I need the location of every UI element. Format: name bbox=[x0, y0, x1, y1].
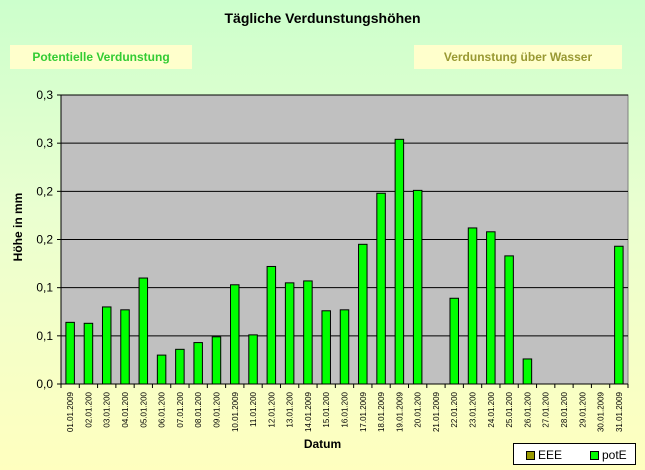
legend-item-eee: EEE bbox=[526, 448, 562, 462]
x-tick-label: 14.01.2009 bbox=[304, 391, 313, 432]
bar-pote bbox=[65, 321, 75, 385]
x-tick-label: 31.01.2009 bbox=[615, 391, 624, 432]
bar-pote bbox=[303, 280, 313, 385]
bar-pote bbox=[504, 255, 514, 385]
legend-swatch-eee bbox=[526, 451, 535, 461]
bar-pote bbox=[321, 310, 331, 385]
bar-pote bbox=[339, 309, 350, 385]
bar-pote bbox=[467, 227, 478, 385]
bar-pote bbox=[614, 245, 624, 385]
x-tick-label: 18.01.2009 bbox=[377, 391, 386, 432]
x-tick-label: 06.01.200 bbox=[158, 391, 167, 427]
x-tick-label: 04.01.200 bbox=[121, 391, 130, 427]
x-tick-label: 11.01.200 bbox=[249, 391, 258, 427]
legend: EEE potE bbox=[513, 443, 636, 465]
x-tick-label: 05.01.200 bbox=[139, 391, 148, 427]
x-tick-label: 16.01.200 bbox=[341, 391, 350, 427]
y-axis-title: Höhe in mm bbox=[11, 192, 25, 262]
x-tick-label: 26.01.200 bbox=[523, 391, 532, 427]
bar-pote bbox=[230, 284, 240, 385]
bar-pote bbox=[394, 138, 405, 385]
x-tick-label: 19.01.2009 bbox=[395, 391, 404, 432]
x-tick-label: 01.01.2009 bbox=[66, 391, 75, 432]
bar-pote bbox=[376, 192, 386, 385]
bar-pote bbox=[120, 309, 130, 385]
x-tick-label: 27.01.200 bbox=[542, 391, 551, 427]
tab-potential-evaporation[interactable]: Potentielle Verdunstung bbox=[10, 45, 192, 69]
bar-pote bbox=[248, 334, 258, 385]
y-tick-label: 0,2 bbox=[36, 184, 53, 198]
bar-pote bbox=[449, 297, 459, 385]
legend-item-pote: potE bbox=[590, 448, 627, 462]
bar-pote bbox=[83, 322, 94, 385]
y-tick-label: 0,2 bbox=[36, 233, 53, 247]
x-tick-label: 13.01.200 bbox=[286, 391, 295, 427]
bar-pote bbox=[358, 243, 368, 385]
y-tick-label: 0,0 bbox=[36, 377, 53, 391]
x-tick-label: 28.01.200 bbox=[560, 391, 569, 427]
bar-pote bbox=[156, 354, 167, 385]
bar-pote bbox=[138, 277, 149, 385]
chart-title: Tägliche Verdunstungshöhen bbox=[224, 10, 421, 26]
bar-pote bbox=[266, 265, 277, 385]
x-tick-label: 22.01.200 bbox=[450, 391, 459, 427]
bar-pote bbox=[193, 342, 203, 385]
y-axis-title-wrap: Höhe in mm bbox=[8, 193, 28, 262]
x-tick-label: 17.01.2009 bbox=[359, 391, 368, 432]
x-tick-label: 07.01.200 bbox=[176, 391, 185, 427]
legend-label-eee: EEE bbox=[538, 448, 563, 462]
legend-label-pote: potE bbox=[602, 448, 627, 462]
x-tick-label: 03.01.200 bbox=[103, 391, 112, 427]
x-tick-label: 08.01.200 bbox=[194, 391, 203, 427]
x-tick-label: 21.01.2009 bbox=[432, 391, 441, 432]
x-tick-label: 25.01.200 bbox=[505, 391, 514, 427]
x-tick-label: 24.01.200 bbox=[487, 391, 496, 427]
y-tick-label: 0,3 bbox=[36, 88, 53, 102]
x-tick-label: 29.01.200 bbox=[578, 391, 587, 427]
bar-pote bbox=[284, 282, 295, 385]
bar-pote bbox=[211, 336, 222, 385]
x-tick-label: 15.01.200 bbox=[322, 391, 331, 427]
x-tick-label: 02.01.200 bbox=[84, 391, 93, 427]
bar-pote bbox=[522, 358, 533, 385]
x-axis-title: Datum bbox=[303, 437, 342, 451]
x-tick-label: 23.01.200 bbox=[469, 391, 478, 427]
y-tick-label: 0,3 bbox=[36, 136, 53, 150]
x-tick-label: 12.01.200 bbox=[267, 391, 276, 427]
bar-pote bbox=[175, 348, 185, 385]
x-tick-label: 30.01.2009 bbox=[597, 391, 606, 432]
bar-pote bbox=[412, 189, 423, 385]
x-tick-label: 09.01.200 bbox=[212, 391, 221, 427]
x-tick-label: 20.01.200 bbox=[414, 391, 423, 427]
tab-water-evaporation[interactable]: Verdunstung über Wasser bbox=[414, 45, 622, 69]
y-tick-label: 0,1 bbox=[36, 281, 53, 295]
x-tick-label: 10.01.2009 bbox=[231, 391, 240, 432]
legend-swatch-pote bbox=[590, 451, 599, 461]
y-tick-label: 0,1 bbox=[36, 329, 53, 343]
bar-pote bbox=[486, 231, 496, 385]
bar-pote bbox=[101, 306, 112, 385]
